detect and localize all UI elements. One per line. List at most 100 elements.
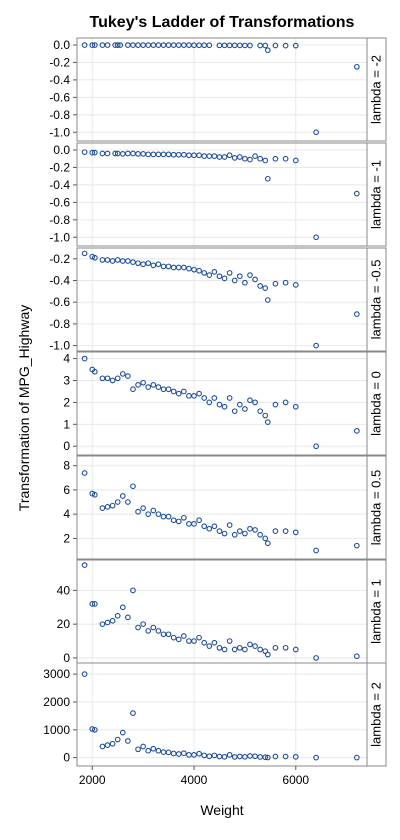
data-point — [170, 388, 177, 395]
data-point — [89, 726, 96, 732]
data-point — [145, 747, 152, 754]
data-point — [99, 743, 106, 750]
data-point — [226, 638, 233, 644]
data-point — [145, 260, 152, 267]
data-point — [125, 258, 131, 264]
data-point — [165, 513, 172, 520]
data-point — [231, 154, 238, 161]
data-point — [226, 395, 233, 401]
data-point — [292, 529, 299, 536]
data-point — [262, 42, 269, 49]
y-tick-label: -0.6 — [49, 195, 70, 209]
data-point — [211, 269, 218, 275]
data-point — [257, 531, 264, 538]
data-point — [353, 428, 360, 434]
x-axis-ticks: 2000 4000 6000 — [79, 766, 309, 787]
data-point — [236, 644, 243, 651]
y-tick-label: -0.2 — [49, 55, 70, 69]
data-point — [201, 752, 208, 759]
data-point — [91, 254, 98, 261]
data-point — [91, 491, 98, 498]
data-point — [180, 633, 187, 639]
data-point — [201, 270, 208, 276]
data-point — [201, 523, 208, 530]
data-point — [272, 280, 279, 287]
data-point — [114, 736, 121, 743]
data-point — [175, 390, 182, 397]
data-point — [170, 517, 177, 524]
data-point — [125, 738, 131, 744]
data-point — [81, 470, 88, 476]
data-point — [221, 403, 228, 410]
data-point — [264, 651, 271, 658]
data-point — [196, 390, 202, 397]
y-tick-label: 0 — [63, 651, 70, 665]
data-point — [282, 155, 289, 162]
data-point — [226, 522, 233, 528]
data-point — [206, 272, 213, 278]
strip-label: lambda = 1 — [369, 579, 384, 644]
data-point — [272, 644, 279, 651]
data-point — [257, 646, 264, 653]
data-point — [231, 646, 238, 653]
data-point — [252, 276, 258, 283]
data-point — [196, 267, 202, 274]
data-point — [264, 754, 271, 761]
data-point — [221, 275, 228, 282]
data-point — [313, 234, 319, 241]
data-point — [191, 752, 197, 758]
data-point — [150, 382, 157, 388]
data-point — [165, 263, 172, 270]
data-point — [353, 63, 360, 70]
data-point — [262, 754, 269, 761]
data-point — [109, 377, 116, 384]
data-point — [264, 540, 271, 547]
data-point — [313, 655, 319, 661]
data-point — [247, 272, 253, 278]
x-tick-label: 4000 — [181, 773, 208, 787]
data-point — [211, 752, 218, 759]
data-point — [292, 753, 299, 760]
data-point — [292, 403, 299, 410]
y-tick-label: -1.0 — [49, 339, 70, 353]
data-point — [211, 523, 218, 530]
data-point — [236, 528, 243, 534]
data-point — [135, 260, 141, 267]
data-point — [114, 257, 121, 263]
data-point — [165, 749, 172, 756]
data-point — [150, 745, 157, 752]
strip-frame — [366, 142, 387, 247]
data-point — [104, 619, 111, 626]
panel-0: 0.0 -0.2 -0.4 -0.6 -0.8 -1.0 lambda = -2 — [49, 37, 387, 142]
panel-frame — [76, 142, 368, 247]
data-point — [264, 175, 271, 182]
y-tick-label: -0.4 — [49, 178, 70, 192]
data-point — [262, 157, 269, 164]
data-point — [353, 190, 360, 197]
y-tick-label: -0.8 — [49, 317, 70, 331]
data-point — [191, 521, 197, 527]
data-point — [231, 277, 238, 284]
data-point — [313, 443, 319, 450]
data-point — [117, 42, 124, 48]
data-point — [155, 511, 162, 518]
y-tick-label: 2 — [63, 531, 70, 545]
strip-label: lambda = 0.5 — [369, 470, 384, 546]
data-point — [112, 150, 119, 157]
y-tick-label: 2 — [63, 395, 70, 409]
strip-label: lambda = -2 — [369, 55, 384, 124]
data-point — [140, 621, 146, 628]
data-point — [89, 601, 96, 607]
data-point — [231, 531, 238, 538]
data-point — [150, 262, 157, 269]
data-point — [186, 265, 192, 272]
data-point — [191, 392, 197, 399]
data-point — [257, 408, 264, 415]
data-point — [130, 710, 136, 716]
x-tick-label: 6000 — [282, 773, 309, 787]
data-point — [81, 562, 88, 568]
y-tick-label: 1000 — [43, 723, 70, 737]
data-point — [264, 297, 271, 303]
data-point — [242, 155, 248, 162]
panel-3: 4 3 2 1 0 lambda = 0 — [63, 351, 387, 456]
